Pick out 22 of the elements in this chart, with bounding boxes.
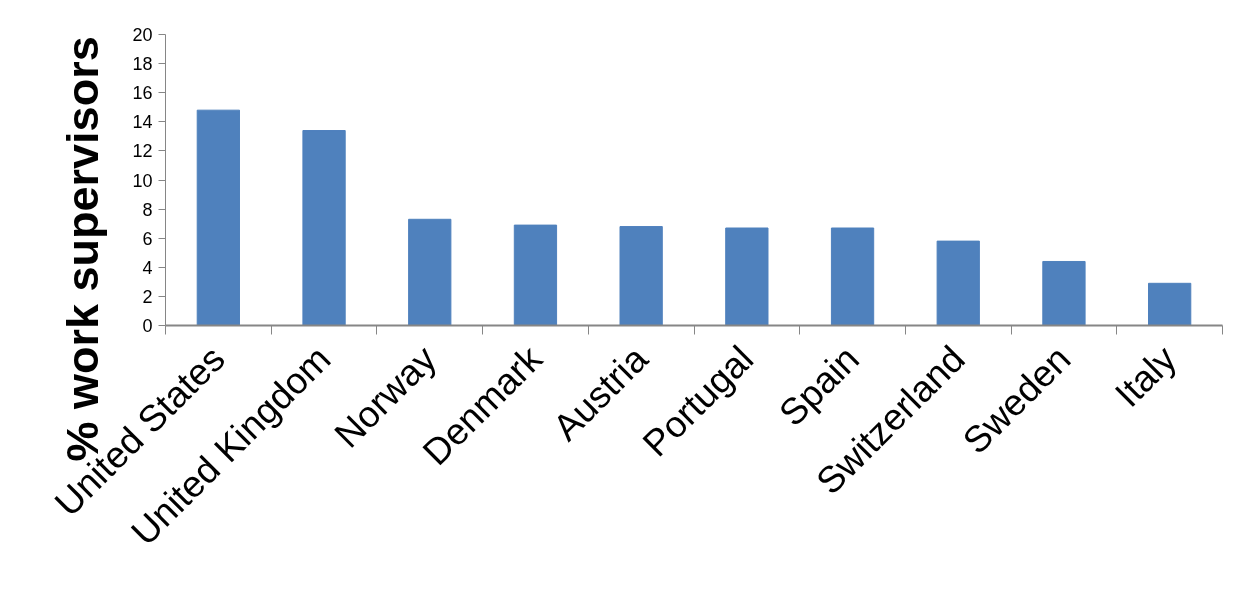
bar [1042,260,1086,326]
x-tick-label: Italy [1107,337,1185,415]
y-tick-label: 18 [132,54,153,75]
bar [513,224,558,326]
bar [1148,282,1192,326]
y-tick-label: 4 [142,257,153,278]
bar [302,130,346,326]
bar [830,227,875,326]
y-tick-label: 2 [142,286,153,307]
bar [619,226,663,326]
bar [725,227,769,326]
bar [408,218,452,326]
y-tick-label: 0 [142,316,153,336]
y-tick-label: 14 [132,112,153,133]
bar [936,240,980,326]
y-tick-label: 8 [142,199,153,220]
y-tick-label: 10 [132,170,153,191]
bar [196,109,240,326]
y-tick-label: 6 [142,228,153,249]
y-tick-label: 20 [132,25,153,45]
y-tick-label: 16 [132,83,153,104]
y-tick-label: 12 [132,141,153,162]
